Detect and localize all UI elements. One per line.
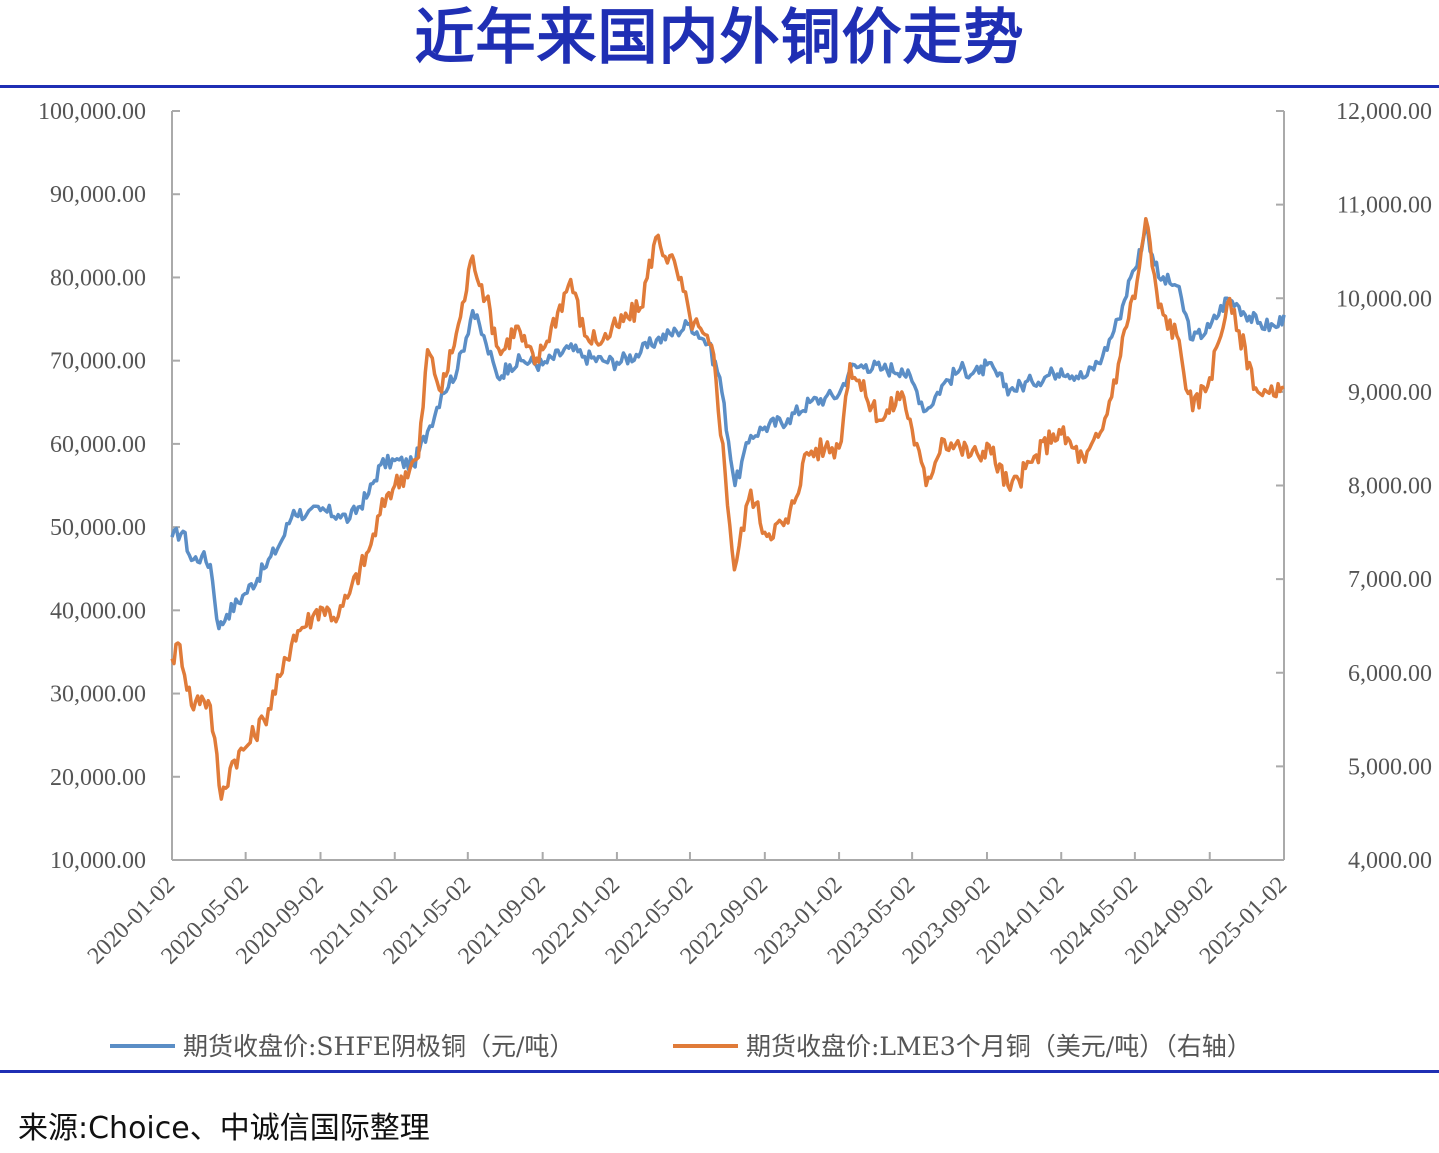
chart-series (170, 216, 1286, 801)
right-axis-tick-label: 7,000.00 (1348, 567, 1432, 593)
right-axis-tick-label: 4,000.00 (1348, 848, 1432, 874)
left-axis-tick-label: 80,000.00 (50, 265, 146, 291)
right-axis-tick-label: 12,000.00 (1336, 99, 1432, 125)
right-axis-tick-label: 5,000.00 (1348, 754, 1432, 780)
right-axis-tick-label: 9,000.00 (1348, 380, 1432, 406)
left-axis-tick-label: 100,000.00 (38, 99, 146, 125)
chart-axes: 10,000.00 20,000.00 30,000.00 40,000.00 50,0… (38, 99, 1432, 969)
source-note: 来源:Choice、中诚信国际整理 (18, 1111, 430, 1146)
right-axis-tick-label: 11,000.00 (1337, 193, 1432, 219)
legend-label-shfe: 期货收盘价:SHFE阴极铜（元/吨） (183, 1032, 574, 1061)
page-title: 近年来国内外铜价走势 (414, 3, 1025, 73)
right-axis-tick-label: 6,000.00 (1348, 661, 1432, 687)
left-axis-tick-label: 20,000.00 (50, 765, 146, 791)
left-axis-tick-label: 40,000.00 (50, 598, 146, 624)
left-axis-tick-label: 50,000.00 (50, 515, 146, 541)
top-divider (0, 85, 1439, 88)
left-axis-tick-label: 70,000.00 (50, 349, 146, 375)
chart-legend: 期货收盘价:SHFE阴极铜（元/吨） 期货收盘价:LME3个月铜（美元/吨）（右… (110, 1032, 1252, 1061)
series-line-lme (170, 216, 1285, 801)
legend-label-lme: 期货收盘价:LME3个月铜（美元/吨）（右轴） (746, 1032, 1252, 1061)
right-axis-tick-label: 8,000.00 (1348, 474, 1432, 500)
left-axis-tick-label: 90,000.00 (50, 182, 146, 208)
right-axis-tick-label: 10,000.00 (1336, 286, 1432, 312)
left-axis-tick-label: 10,000.00 (50, 848, 146, 874)
left-axis-tick-label: 60,000.00 (50, 432, 146, 458)
left-axis-tick-label: 30,000.00 (50, 682, 146, 708)
copper-price-chart: 10,000.00 20,000.00 30,000.00 40,000.00 50,0… (38, 99, 1432, 1061)
series-line-shfe (170, 225, 1286, 631)
bottom-divider (0, 1070, 1439, 1073)
